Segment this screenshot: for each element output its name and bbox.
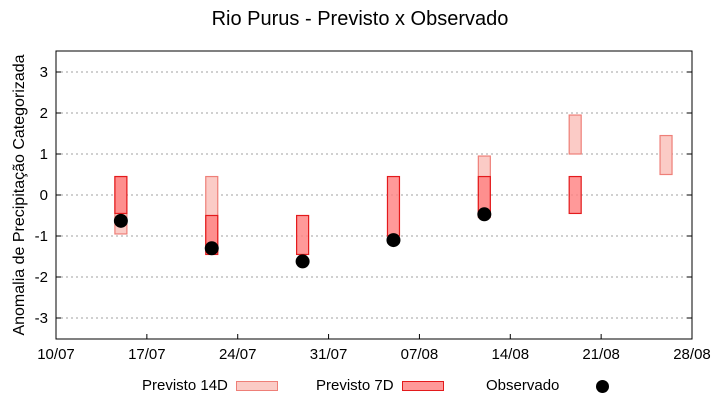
legend-label-7d: Previsto 7D [316,377,394,394]
range-bar [659,134,673,176]
observed-point [477,207,492,222]
range-bar [296,214,310,256]
observed-point [113,213,128,228]
y-tick-label: -1 [35,228,48,245]
legend-swatch-7d [401,381,444,392]
gridlines [56,71,692,319]
range-bar [568,114,582,155]
legend-label-14d: Previsto 14D [142,377,228,394]
chart-title: Rio Purus - Previsto x Observado [211,8,509,30]
y-tick-label: -2 [35,269,48,286]
y-tick-label: 3 [40,64,48,81]
x-tick-label: 31/07 [310,346,348,363]
observed-point [386,233,401,248]
x-tick-label: 07/08 [401,346,439,363]
legend-previsto-14d: Previsto 14D [142,377,279,394]
y-tick-label: -3 [35,310,48,327]
legend-marker-obs [595,379,609,393]
range-bar [114,175,128,215]
observed-point [295,254,310,269]
y-tick-label: 0 [40,187,48,204]
range-bar [386,175,401,237]
x-tick-label: 28/08 [673,346,711,363]
x-tick-label: 14/08 [492,346,530,363]
legend-label-obs: Observado [486,377,560,394]
range-bar [568,175,582,215]
x-tick-label: 21/08 [582,346,620,363]
y-tick-label: 2 [40,105,48,122]
series-previsto-7d [114,175,582,256]
axes: -3 -2 -1 0 1 2 3 10/07 17/07 24/07 31/07 07/08 14/08… [35,50,711,363]
x-tick-label: 17/07 [128,346,166,363]
legend-observado: Observado [486,377,609,394]
series-observado [113,207,492,269]
y-tick-label: 1 [40,146,48,163]
plot-frame [55,50,693,340]
x-tick-label: 24/07 [219,346,257,363]
observed-point [204,241,219,256]
legend-previsto-7d: Previsto 7D [316,377,444,394]
legend-swatch-14d [236,381,279,392]
x-tick-label: 10/07 [37,346,75,363]
